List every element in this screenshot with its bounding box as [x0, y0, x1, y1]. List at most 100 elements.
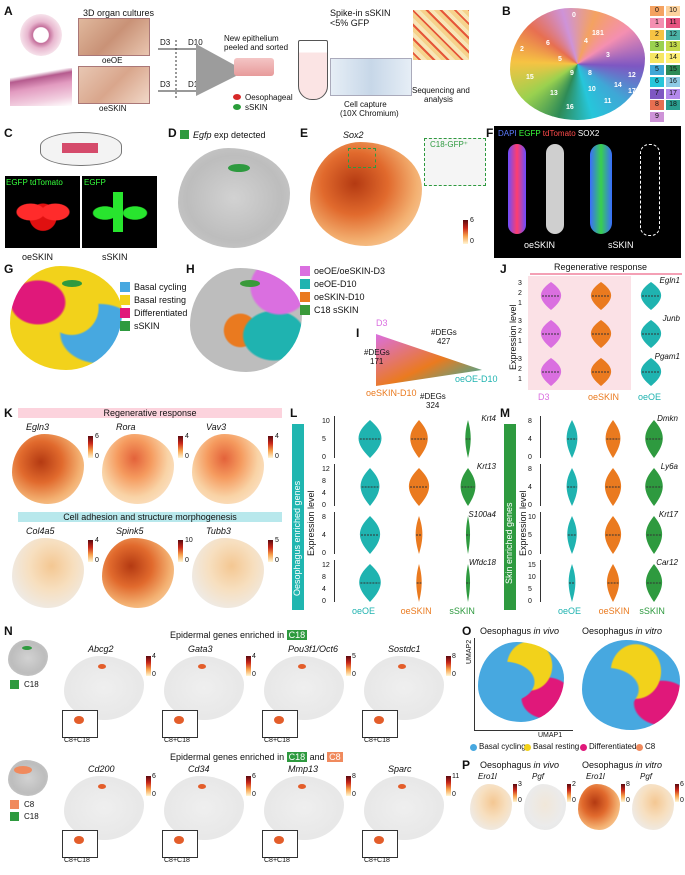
n-cmax: 5 [352, 653, 356, 660]
cluster-umap-label: 7 [630, 98, 634, 105]
k-cmin: 0 [185, 453, 189, 460]
panel-letter-n: N [4, 624, 13, 638]
chromium-chip-image [330, 58, 412, 96]
n-inset [162, 830, 198, 858]
o-legend-label: C8 [645, 742, 656, 751]
oeskin-stain-color [508, 144, 526, 234]
legend-label: oeOE/oeSKIN-D3 [314, 266, 386, 276]
n-hotspot [398, 784, 406, 789]
panel_l-axis [334, 560, 335, 602]
n-inset-hotspot [74, 716, 84, 724]
analysis-label: analysis [424, 95, 453, 104]
k-cmax: 4 [275, 433, 279, 440]
n-hotspot [198, 664, 206, 669]
n-inset [362, 710, 398, 738]
peeled-sorted-label: peeled and sorted [224, 43, 289, 52]
d3-top-label: D3 [160, 38, 171, 47]
l-violin-stack: Krt4 10 5 0 Krt13 12 8 4 0 S100a4 8 4 0 Wfdc18 12 8 4 0 [322, 412, 500, 608]
panel-letter-d: D [168, 126, 177, 140]
n-inset [262, 830, 298, 858]
new-epithelium-label: New epithelium [224, 34, 279, 43]
p-cmin: 0 [680, 797, 684, 804]
panel_l-violin [460, 468, 476, 506]
cluster-umap-label: 16 [566, 104, 574, 111]
panel_m-ytick: 4 [528, 436, 532, 443]
panel_m-ytick: 0 [528, 502, 532, 509]
legend-swatch [120, 308, 130, 318]
panel_l-ytick: 8 [322, 574, 326, 581]
panel_l-gene-label: Wfdc18 [468, 558, 496, 567]
legend-label: oeSKIN-D10 [314, 292, 365, 302]
panel_l-gene-label: S100a4 [468, 510, 496, 519]
n-c18-legend: C18 [24, 680, 39, 689]
cluster-legend-item: 15 [666, 65, 680, 75]
sskin-cluster [62, 280, 82, 287]
panel_m-group-label: sSKIN [639, 606, 665, 616]
oeskin-label: oeSKIN [99, 104, 127, 113]
panel-letter-a: A [4, 4, 13, 18]
panel_l-violin [360, 468, 380, 506]
j-ytick: 2 [518, 366, 522, 373]
spike-pct-label: <5% GFP [330, 18, 370, 28]
cluster-legend-item: 5 [650, 65, 664, 75]
panel-letter-k: K [4, 406, 13, 420]
organ-cultures-title: 3D organ cultures [83, 8, 155, 18]
sskin-cell-icon [233, 104, 241, 110]
n-inset-label: C8+C18 [164, 857, 190, 864]
n-inset-label: C8+C18 [64, 857, 90, 864]
panel_l-ytick: 10 [322, 418, 330, 425]
k-colorbar [178, 436, 183, 458]
k-cmax: 6 [95, 433, 99, 440]
j-violin-grid: Egln1 3 2 1 Junb 3 2 1 Pgam1 3 2 1 [518, 276, 682, 390]
panel_m-axis [540, 512, 541, 554]
n-cmax: 8 [352, 773, 356, 780]
n-hotspot [298, 664, 306, 669]
legend-swatch [120, 321, 130, 331]
fluorescence-structure-left [12, 186, 74, 238]
j-gene-label: Pgam1 [654, 352, 680, 361]
d10-top-label: D10 [188, 38, 203, 47]
n-colorbar [246, 776, 251, 796]
n-inset [62, 710, 98, 738]
j-ytick: 3 [518, 318, 522, 325]
sequencing-label: Sequencing and [412, 86, 470, 95]
cluster-umap-label: 11 [604, 98, 612, 105]
oesophageal-label: Oesophageal [245, 93, 293, 102]
cluster-legend-item: 13 [666, 41, 680, 52]
k-umap [12, 434, 84, 504]
legend-label: Basal resting [134, 295, 187, 305]
n-gene-label: Gata3 [188, 644, 213, 654]
cluster-legend-item: 17 [666, 88, 680, 99]
k-umap [102, 538, 174, 608]
j-ytick: 3 [518, 356, 522, 363]
o-umap2: UMAP2 [466, 639, 473, 664]
egfp-umap [178, 148, 290, 248]
spike-in-label: Spike-in sSKIN [330, 8, 391, 18]
n-inset-hotspot [374, 836, 384, 844]
cluster-umap-label: 0 [572, 12, 576, 19]
n-title-bottom: Epidermal genes enriched in C18 and C8 [170, 752, 343, 762]
panel_l-violin [465, 516, 470, 554]
panel-letter-i: I [356, 326, 360, 340]
sox2-gene-label: Sox2 [343, 130, 364, 140]
panel_m-ytick: 15 [528, 562, 536, 569]
panel_l-violin [416, 564, 422, 602]
p-umap [470, 784, 512, 830]
cluster-umap-label: 8 [588, 70, 592, 77]
legend-swatch [300, 266, 310, 276]
egfp-legend-swatch [180, 130, 189, 139]
panel_m-ytick: 0 [528, 598, 532, 605]
panel-letter-m: M [500, 406, 510, 420]
m-side-bar [504, 424, 516, 610]
k-cmin: 0 [275, 453, 279, 460]
k-cmin: 0 [95, 557, 99, 564]
cluster-legend-item: 0 [650, 6, 664, 16]
j-violin [540, 320, 562, 348]
cluster-legend-item: 9 [650, 112, 664, 123]
panel_l-ytick: 4 [322, 490, 326, 497]
legend-swatch [300, 279, 310, 289]
cluster-umap-label: 3 [606, 52, 610, 59]
heatmap-image [413, 10, 469, 60]
j-group-label: oeSKIN [588, 392, 620, 402]
degs-top-count: 427 [437, 337, 451, 346]
